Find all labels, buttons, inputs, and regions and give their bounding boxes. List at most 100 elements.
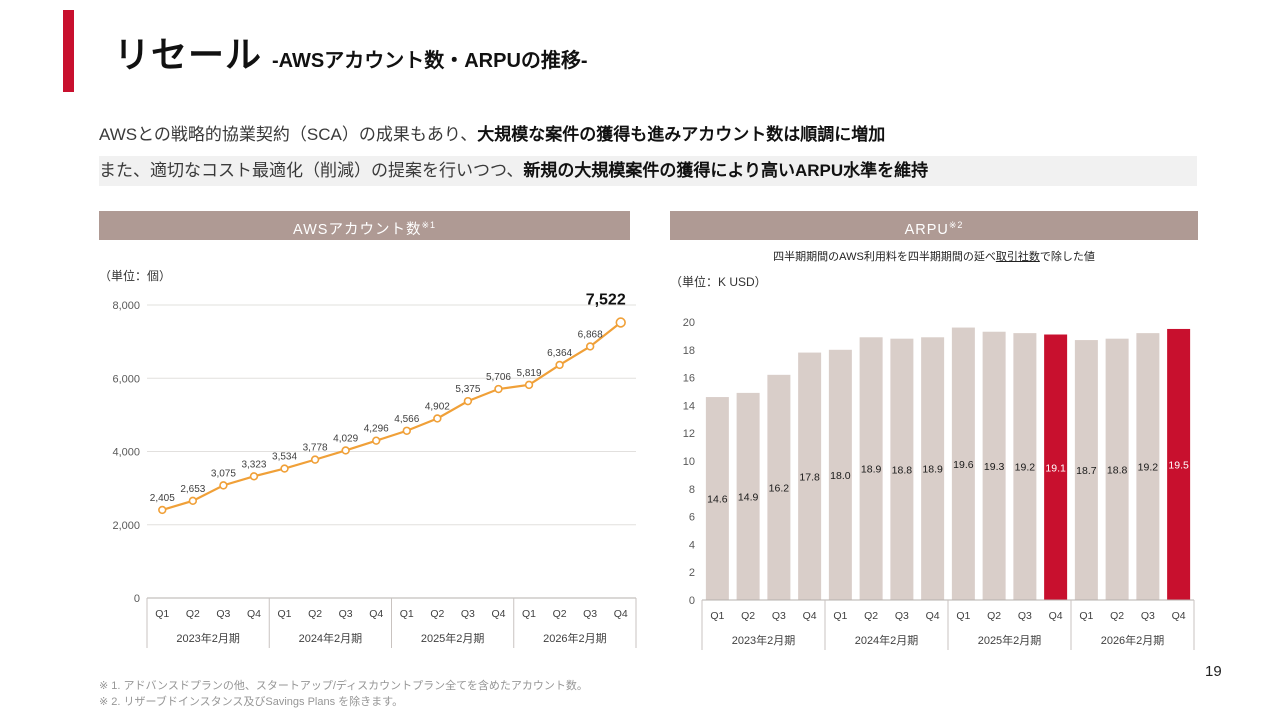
bar-label: 18.9 xyxy=(861,464,882,476)
data-point xyxy=(188,496,198,506)
bar-label: 18.7 xyxy=(1076,465,1097,477)
y-tick-label: 20 xyxy=(683,317,695,329)
year-label: 2026年2月期 xyxy=(1101,633,1165,647)
data-point xyxy=(158,505,167,515)
page-number: 19 xyxy=(1205,663,1222,680)
year-label: 2025年2月期 xyxy=(978,633,1042,647)
bar-label: 19.5 xyxy=(1168,459,1189,471)
quarter-label: Q1 xyxy=(400,608,414,620)
bar-label: 18.8 xyxy=(892,464,913,476)
data-label: 6,364 xyxy=(547,348,572,359)
bar-label: 19.6 xyxy=(953,459,974,471)
year-label: 2023年2月期 xyxy=(176,631,240,645)
quarter-label: Q2 xyxy=(864,610,878,622)
data-label: 4,566 xyxy=(394,414,419,425)
data-label: 2,405 xyxy=(150,493,175,504)
quarter-label: Q1 xyxy=(522,608,536,620)
aws-accounts-chart-title: AWSアカウント数 xyxy=(292,221,422,238)
data-label: 3,323 xyxy=(241,459,266,470)
quarter-label: Q4 xyxy=(247,608,261,620)
data-label: 6,868 xyxy=(578,329,603,340)
quarter-label: Q1 xyxy=(710,610,724,622)
data-label: 5,819 xyxy=(517,368,542,379)
bar xyxy=(1044,334,1068,600)
bar-label: 19.2 xyxy=(1138,462,1159,474)
title-main: リセール xyxy=(114,34,263,75)
data-point xyxy=(524,380,534,390)
quarter-label: Q3 xyxy=(1141,610,1155,622)
quarter-label: Q2 xyxy=(553,608,567,620)
footnote-2: ※ 2. リザーブドインスタンス及びSavings Plans を除きます。 xyxy=(99,696,404,708)
data-point xyxy=(433,414,442,423)
intro-line-1-bold: 大規模な案件の獲得も進みアカウント数は順調に増加 xyxy=(477,125,886,144)
intro-line-2-normal: また、適切なコスト最適化（削減）の提案を行いつつ、 xyxy=(99,161,524,180)
bar xyxy=(951,327,975,600)
quarter-label: Q3 xyxy=(895,610,909,622)
data-point xyxy=(463,396,473,406)
y-tick-label: 8,000 xyxy=(112,300,140,312)
arpu-footnote-ref: ※2 xyxy=(948,220,964,230)
quarter-label: Q2 xyxy=(1110,610,1124,622)
quarter-label: Q4 xyxy=(369,608,383,620)
data-point xyxy=(585,342,595,351)
year-label: 2024年2月期 xyxy=(855,633,919,647)
y-tick-label: 10 xyxy=(683,456,695,468)
arpu-subtitle: 四半期期間のAWS利用料を四半期期間の延べ取引社数で除した値 xyxy=(670,248,1198,264)
quarter-label: Q4 xyxy=(803,610,817,622)
y-tick-label: 4 xyxy=(689,539,695,551)
y-tick-label: 0 xyxy=(689,595,695,607)
intro-text: AWSとの戦略的協業契約（SCA）の成果もあり、大規模な案件の獲得も進みアカウン… xyxy=(99,120,1197,192)
footnotes: ※ 1. アドバンスドプランの他、スタートアップ/ディスカウントプラン全てを含め… xyxy=(99,678,588,710)
data-label: 3,534 xyxy=(272,452,297,463)
bar xyxy=(798,352,822,600)
data-label: 4,902 xyxy=(425,401,450,412)
y-tick-label: 6 xyxy=(689,512,695,524)
bar xyxy=(859,337,883,600)
y-tick-label: 8 xyxy=(689,484,695,496)
data-label: 3,075 xyxy=(211,468,236,479)
data-label: 5,375 xyxy=(455,384,480,395)
aws-accounts-chart: 0 2,000 4,000 6,000 8,000 Q1 Q2 Q3 Q4 Q1 Q2 Q3 Q4 Q1 Q… xyxy=(112,292,637,648)
quarter-label: Q4 xyxy=(926,610,940,622)
quarter-label: Q1 xyxy=(1079,610,1093,622)
data-point xyxy=(494,384,503,394)
intro-line-1: AWSとの戦略的協業契約（SCA）の成果もあり、大規模な案件の獲得も進みアカウン… xyxy=(99,120,1197,150)
quarter-label: Q2 xyxy=(430,608,444,620)
bar xyxy=(1074,340,1098,600)
bar-label: 19.3 xyxy=(984,461,1005,473)
data-label: 5,706 xyxy=(486,372,511,383)
intro-line-2-bold: 新規の大規模案件の獲得により高いARPU水準を維持 xyxy=(523,161,929,180)
data-label: 2,653 xyxy=(180,484,205,495)
data-point xyxy=(341,446,350,455)
arpu-subtitle-underlined: 取引社数 xyxy=(995,251,1040,263)
intro-line-1-normal: AWSとの戦略的協業契約（SCA）の成果もあり、 xyxy=(99,125,478,144)
data-point xyxy=(249,472,259,481)
quarter-label: Q4 xyxy=(491,608,505,620)
bar-label: 14.6 xyxy=(707,494,728,506)
bar xyxy=(921,337,945,600)
bar-label: 19.2 xyxy=(1015,462,1036,474)
aws-accounts-panel: AWSアカウント数※1 （単位：個） 0 2,000 4,000 6,000 8,000… xyxy=(99,211,640,663)
footnote-1: ※ 1. アドバンスドプランの他、スタートアップ/ディスカウントプラン全てを含め… xyxy=(99,680,588,692)
quarter-label: Q1 xyxy=(956,610,970,622)
y-tick-label: 18 xyxy=(683,345,695,357)
data-point xyxy=(310,455,320,464)
data-point xyxy=(615,317,626,328)
aws-accounts-chart-header: AWSアカウント数※1 xyxy=(99,211,630,240)
bar-label: 14.9 xyxy=(738,491,759,503)
bar-label: 18.8 xyxy=(1107,464,1128,476)
quarter-label: Q4 xyxy=(1172,610,1186,622)
arpu-unit-label: （単位：K USD） xyxy=(670,275,767,289)
arpu-subtitle-part-1: 四半期期間のAWS利用料を四半期期間の延べ xyxy=(773,251,996,263)
data-label: 4,296 xyxy=(364,424,389,435)
quarter-label: Q3 xyxy=(1018,610,1032,622)
y-tick-label: 16 xyxy=(683,373,695,385)
bar-label: 18.0 xyxy=(830,470,851,482)
y-tick-label: 0 xyxy=(134,593,140,605)
quarter-label: Q2 xyxy=(741,610,755,622)
bar xyxy=(828,349,852,600)
data-point xyxy=(372,436,381,445)
quarter-label: Q4 xyxy=(614,608,628,620)
arpu-chart: 0 2 4 6 8 10 12 14 16 18 20 14.6 14.9 16.2 17.8 18.0 18.… xyxy=(683,317,1195,650)
